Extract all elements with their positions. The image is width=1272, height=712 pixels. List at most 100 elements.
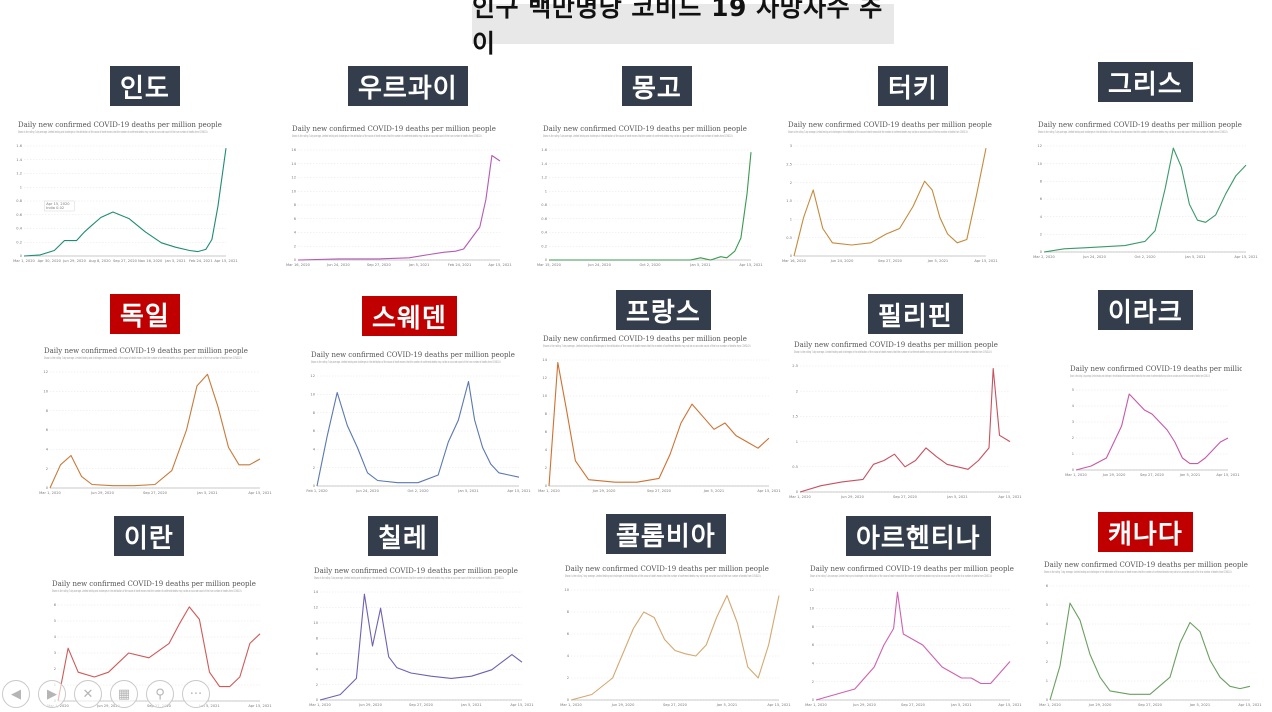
line-chart: Daily new confirmed COVID-19 deaths per …	[805, 565, 1022, 707]
y-tick-label: 0.5	[792, 465, 798, 469]
y-tick-label: 0	[316, 698, 319, 702]
x-tick-label: Sep 27, 2020	[878, 259, 903, 263]
chart-subtitle: Shown is the rolling 7-day average. Limi…	[314, 576, 504, 580]
y-tick-label: 0	[567, 698, 570, 702]
zoom-button[interactable]: ⚲	[146, 680, 174, 708]
series-line	[1043, 147, 1247, 253]
y-tick-label: 0.2	[16, 240, 22, 244]
y-tick-label: 0.8	[16, 199, 22, 203]
y-tick-label: 1.4	[16, 158, 22, 162]
y-tick-label: 4	[316, 667, 319, 671]
y-tick-label: 0	[46, 486, 49, 490]
y-tick-label: 8	[316, 636, 319, 640]
x-tick-label: Jan 5, 2021	[1189, 703, 1210, 707]
y-tick-label: 0.6	[541, 217, 547, 221]
y-tick-label: 4	[545, 448, 548, 452]
chart-panel: Daily new confirmed COVID-19 deaths per …	[535, 330, 783, 496]
y-tick-label: 3	[1072, 420, 1074, 424]
prev-slide-button[interactable]: ◀	[2, 680, 30, 708]
x-tick-label: Mar 1, 2020	[39, 491, 61, 495]
y-tick-label: 10	[542, 394, 547, 398]
x-tick-label: Apr 15, 2021	[1234, 255, 1257, 259]
x-tick-label: Mar 1, 2020	[805, 703, 827, 707]
y-tick-label: 3	[54, 651, 56, 655]
more-options-button[interactable]: ···	[182, 680, 210, 708]
country-label: 스웨덴	[362, 296, 457, 336]
y-tick-label: 5	[54, 619, 56, 623]
chart-subtitle: Shown is the rolling 7-day average. Limi…	[543, 344, 751, 348]
x-tick-label: Jun 24, 2020	[1082, 255, 1106, 259]
x-tick-label: Jan 5, 2021	[946, 495, 967, 499]
x-tick-label: Apr 15, 2021	[757, 489, 780, 493]
x-tick-label: Jan 5, 2021	[196, 491, 217, 495]
chart-panel: Daily new confirmed COVID-19 deaths per …	[1030, 116, 1260, 262]
series-line	[815, 591, 1011, 701]
chart-panel: Daily new confirmed COVID-19 deaths per …	[786, 336, 1024, 502]
y-tick-label: 2	[567, 676, 569, 680]
y-tick-label: 10	[564, 588, 569, 592]
chart-title: Daily new confirmed COVID-19 deaths per …	[1038, 121, 1242, 129]
country-label: 프랑스	[616, 290, 711, 330]
y-tick-label: 0.8	[541, 203, 547, 207]
y-tick-label: 2	[54, 667, 56, 671]
x-tick-label: Apr 15, 2021	[739, 263, 762, 267]
close-slide-button[interactable]: ✕	[74, 680, 102, 708]
series-line	[57, 606, 261, 702]
y-tick-label: 0	[1072, 468, 1075, 472]
y-tick-label: 1.6	[16, 144, 22, 148]
x-tick-label: Jun 24, 2020	[355, 489, 379, 493]
x-tick-label: Mar 1, 2020	[1039, 703, 1061, 707]
y-tick-label: 12	[1037, 144, 1042, 148]
chart-panel: Daily new confirmed COVID-19 deaths per …	[303, 346, 533, 496]
series-line	[319, 593, 523, 701]
y-tick-label: 1	[1046, 679, 1048, 683]
next-slide-button[interactable]: ▶	[38, 680, 66, 708]
y-tick-label: 0	[1040, 250, 1043, 254]
y-tick-label: 2	[812, 680, 814, 684]
chart-title: Daily new confirmed COVID-19 deaths per …	[18, 121, 222, 129]
x-tick-label: Feb 1, 2020	[306, 489, 328, 493]
chart-panel: Daily new confirmed COVID-19 deaths per …	[557, 560, 793, 710]
y-tick-label: 2	[294, 244, 296, 248]
y-tick-label: 1.2	[16, 172, 22, 176]
y-tick-label: 4	[1040, 215, 1043, 219]
x-tick-label: Sep 27, 2020	[663, 703, 688, 707]
x-tick-label: Jan 5, 2021	[1179, 473, 1200, 477]
chart-subtitle: Shown is the rolling 7-day average. Limi…	[1070, 374, 1210, 378]
y-tick-label: 10	[313, 621, 318, 625]
y-tick-label: 0.2	[541, 244, 547, 248]
country-label: 캐나다	[1098, 512, 1193, 552]
line-chart: Daily new confirmed COVID-19 deaths per …	[1039, 561, 1262, 707]
series-line	[297, 154, 501, 261]
x-tick-label: Jun 29, 2020	[1088, 703, 1112, 707]
x-tick-label: Feb 24, 2021	[189, 259, 213, 263]
y-tick-label: 12	[809, 588, 814, 592]
y-tick-label: 14	[542, 358, 547, 362]
slides-overview-button[interactable]: ▦	[110, 680, 138, 708]
x-tick-label: Apr 15, 2021	[998, 495, 1021, 499]
x-tick-label: Apr 15, 2021	[1216, 473, 1239, 477]
series-line	[1049, 602, 1251, 701]
x-tick-label: Apr 15, 2021	[998, 703, 1021, 707]
y-tick-label: 2	[1040, 233, 1042, 237]
x-tick-label: Sep 27, 2020	[113, 259, 138, 263]
y-tick-label: 8	[1040, 180, 1043, 184]
chart-title: Daily new confirmed COVID-19 deaths per …	[788, 121, 992, 129]
y-tick-label: 8	[294, 203, 297, 207]
y-tick-label: 8	[812, 625, 815, 629]
y-tick-label: 6	[1046, 584, 1049, 588]
y-tick-label: 10	[291, 189, 296, 193]
x-tick-label: Jan 5, 2021	[457, 489, 478, 493]
y-tick-label: 12	[313, 606, 318, 610]
x-tick-label: Jan 5, 2021	[408, 263, 429, 267]
x-tick-label: Jan 5, 2021	[950, 703, 971, 707]
y-tick-label: 3	[790, 144, 792, 148]
x-tick-label: Jan 5, 2021	[716, 703, 737, 707]
chart-panel: Daily new confirmed COVID-19 deaths per …	[36, 342, 274, 498]
y-tick-label: 0	[790, 254, 793, 258]
line-chart: Daily new confirmed COVID-19 deaths per …	[39, 347, 272, 495]
y-tick-label: 3	[1046, 641, 1048, 645]
line-chart: Daily new confirmed COVID-19 deaths per …	[13, 121, 238, 263]
y-tick-label: 1	[790, 218, 792, 222]
x-tick-label: Jun 29, 2020	[90, 491, 114, 495]
